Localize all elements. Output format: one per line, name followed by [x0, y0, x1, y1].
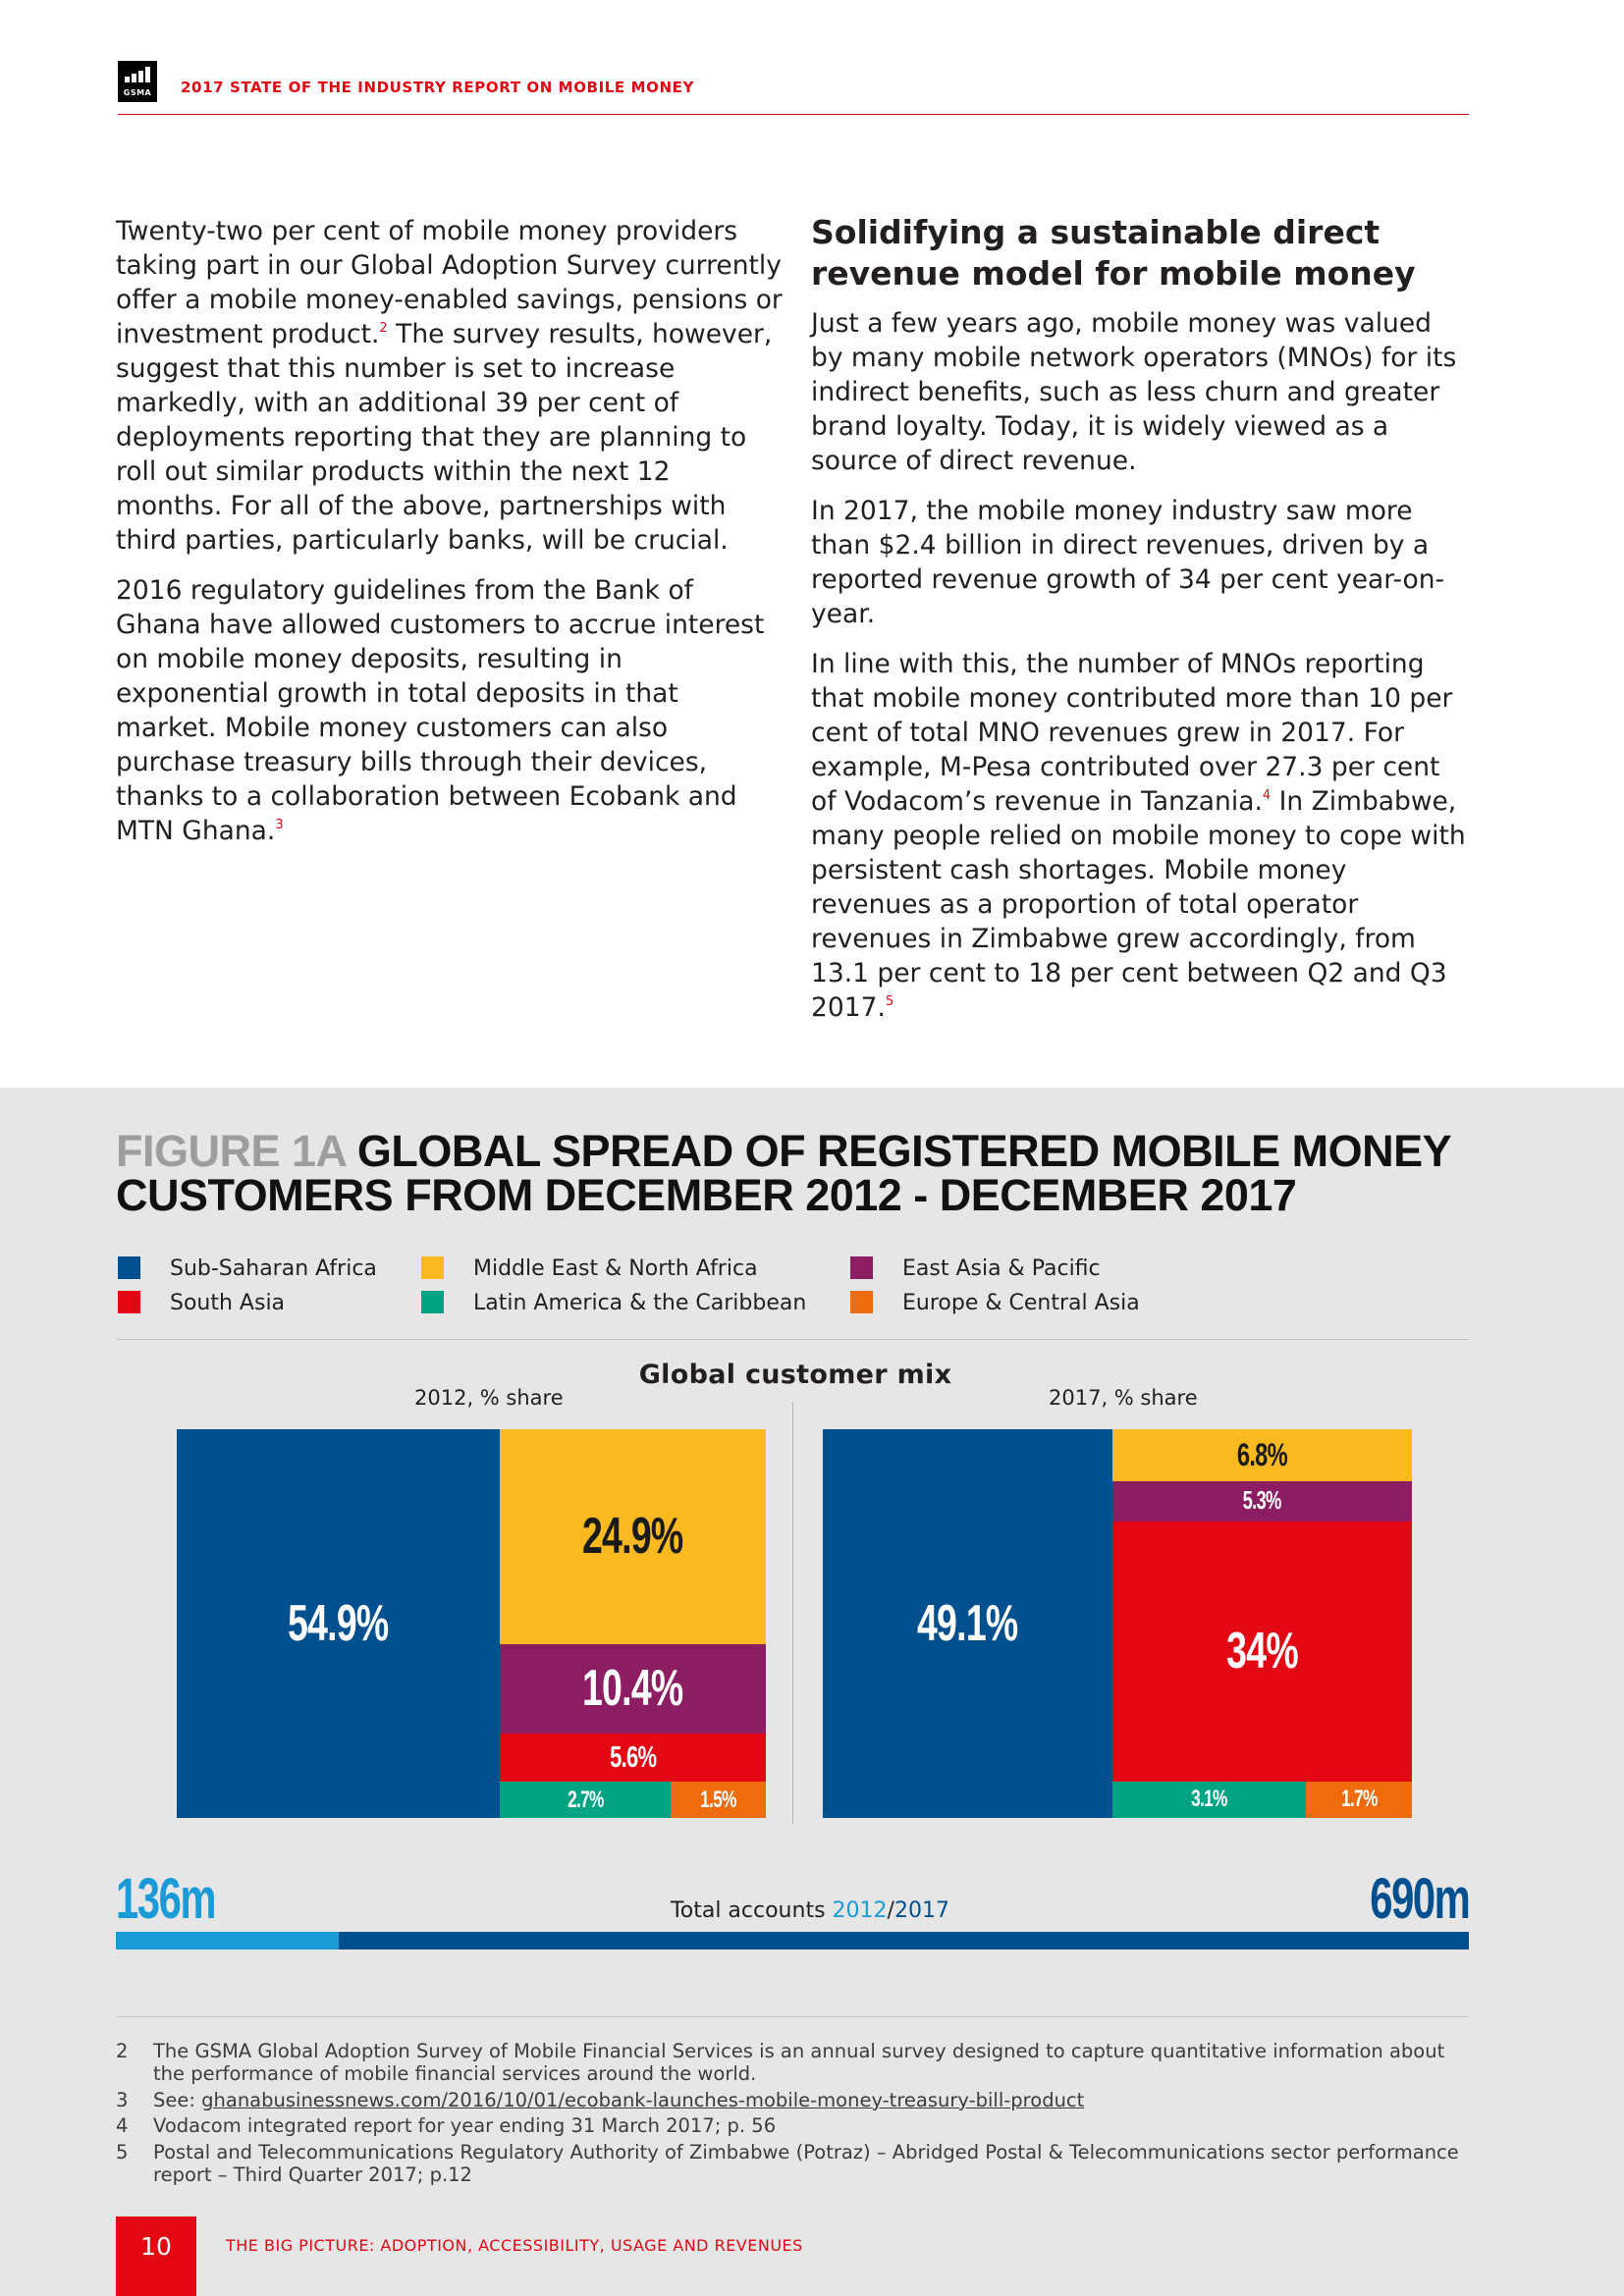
header-rule: [118, 114, 1469, 115]
total-accounts-label: Total accounts 2012/2017: [671, 1898, 949, 1923]
treemap-tile: 49.1%: [823, 1429, 1112, 1818]
data-label: 1.7%: [1340, 1786, 1378, 1813]
total-2012: 136m: [116, 1867, 216, 1931]
legend-swatch: [850, 1291, 873, 1313]
right-column: Solidifying a sustainable direct revenue…: [811, 212, 1469, 1041]
treemap-tile: 10.4%: [500, 1643, 766, 1734]
paragraph: Just a few years ago, mobile money was v…: [811, 308, 1457, 476]
footer-section-title: THE BIG PICTURE: ADOPTION, ACCESSIBILITY…: [226, 2236, 803, 2255]
left-column: Twenty-two per cent of mobile money prov…: [116, 214, 784, 864]
footnote-ref[interactable]: 2: [379, 321, 388, 336]
footnote: 3 See: ghanabusinessnews.com/2016/10/01/e…: [116, 2089, 1085, 2111]
figure-number: FIGURE 1A: [116, 1126, 346, 1176]
legend-swatch: [850, 1256, 873, 1279]
figure-title: FIGURE 1A GLOBAL SPREAD OF REGISTERED MO…: [116, 1129, 1490, 1217]
footnote-ref[interactable]: 5: [885, 994, 894, 1009]
data-label: 34%: [1225, 1623, 1298, 1681]
treemap-tile: 34%: [1111, 1522, 1412, 1782]
treemap-tile: 1.5%: [671, 1782, 766, 1818]
data-label: 49.1%: [917, 1595, 1018, 1652]
footnote-ref[interactable]: 3: [275, 818, 284, 832]
treemap-tile: 6.8%: [1111, 1429, 1412, 1481]
gsma-logo: GSMA: [118, 61, 157, 102]
treemap-tile: 5.3%: [1111, 1480, 1412, 1522]
total-2017: 690m: [1369, 1867, 1470, 1931]
chart-divider: [792, 1402, 793, 1824]
footnote-rule: [116, 2016, 1469, 2017]
total-bar-2017: [338, 1932, 1469, 1949]
page-number: 10: [140, 2232, 172, 2261]
data-label: 5.3%: [1242, 1487, 1282, 1515]
footnote: 5 Postal and Telecommunications Regulator…: [116, 2141, 1459, 2186]
treemap-tile: 24.9%: [500, 1429, 766, 1644]
treemap-tile: 3.1%: [1111, 1781, 1306, 1818]
figure-rule: [116, 1339, 1469, 1340]
treemap-tile: 54.9%: [177, 1429, 501, 1818]
data-label: 2.7%: [568, 1786, 604, 1813]
treemap-tile: 1.7%: [1305, 1781, 1412, 1818]
paragraph: In line with this, the number of MNOs re…: [811, 649, 1466, 1023]
paragraph: Twenty-two per cent of mobile money prov…: [116, 216, 783, 556]
legend-swatch: [421, 1291, 444, 1313]
signal-bars-icon: [125, 67, 150, 82]
data-label: 3.1%: [1190, 1786, 1227, 1813]
treemap-tile: 2.7%: [500, 1782, 672, 1818]
footnote: 2 The GSMA Global Adoption Survey of Mobi…: [116, 2040, 1445, 2085]
logo-text: GSMA: [123, 88, 152, 97]
data-label: 54.9%: [288, 1595, 389, 1652]
legend-swatch: [118, 1291, 140, 1313]
data-label: 5.6%: [610, 1740, 657, 1775]
paragraph: In 2017, the mobile money industry saw m…: [811, 496, 1445, 629]
report-title: 2017 STATE OF THE INDUSTRY REPORT ON MOB…: [181, 79, 694, 96]
chart-subtitle: Global customer mix: [638, 1360, 952, 1390]
figure-title-text: GLOBAL SPREAD OF REGISTERED MOBILE MONEY…: [116, 1126, 1451, 1220]
data-label: 1.5%: [700, 1786, 736, 1813]
data-label: 10.4%: [582, 1660, 683, 1718]
chart-label-2017: 2017, % share: [1049, 1386, 1198, 1410]
chart-label-2012: 2012, % share: [414, 1386, 564, 1410]
section-heading: Solidifying a sustainable direct revenue…: [811, 213, 1416, 293]
footnote-link[interactable]: ghanabusinessnews.com/2016/10/01/ecobank…: [201, 2089, 1085, 2111]
total-bar-2012: [116, 1932, 339, 1949]
legend-swatch: [421, 1256, 444, 1279]
data-label: 6.8%: [1236, 1436, 1288, 1473]
paragraph: 2016 regulatory guidelines from the Bank…: [116, 575, 765, 846]
footnote-ref[interactable]: 4: [1262, 788, 1272, 803]
legend-swatch: [118, 1256, 140, 1279]
data-label: 24.9%: [582, 1508, 683, 1566]
footnote: 4 Vodacom integrated report for year endi…: [116, 2114, 777, 2137]
treemap-tile: 5.6%: [500, 1733, 766, 1783]
page-number-box: 10: [116, 2216, 196, 2296]
